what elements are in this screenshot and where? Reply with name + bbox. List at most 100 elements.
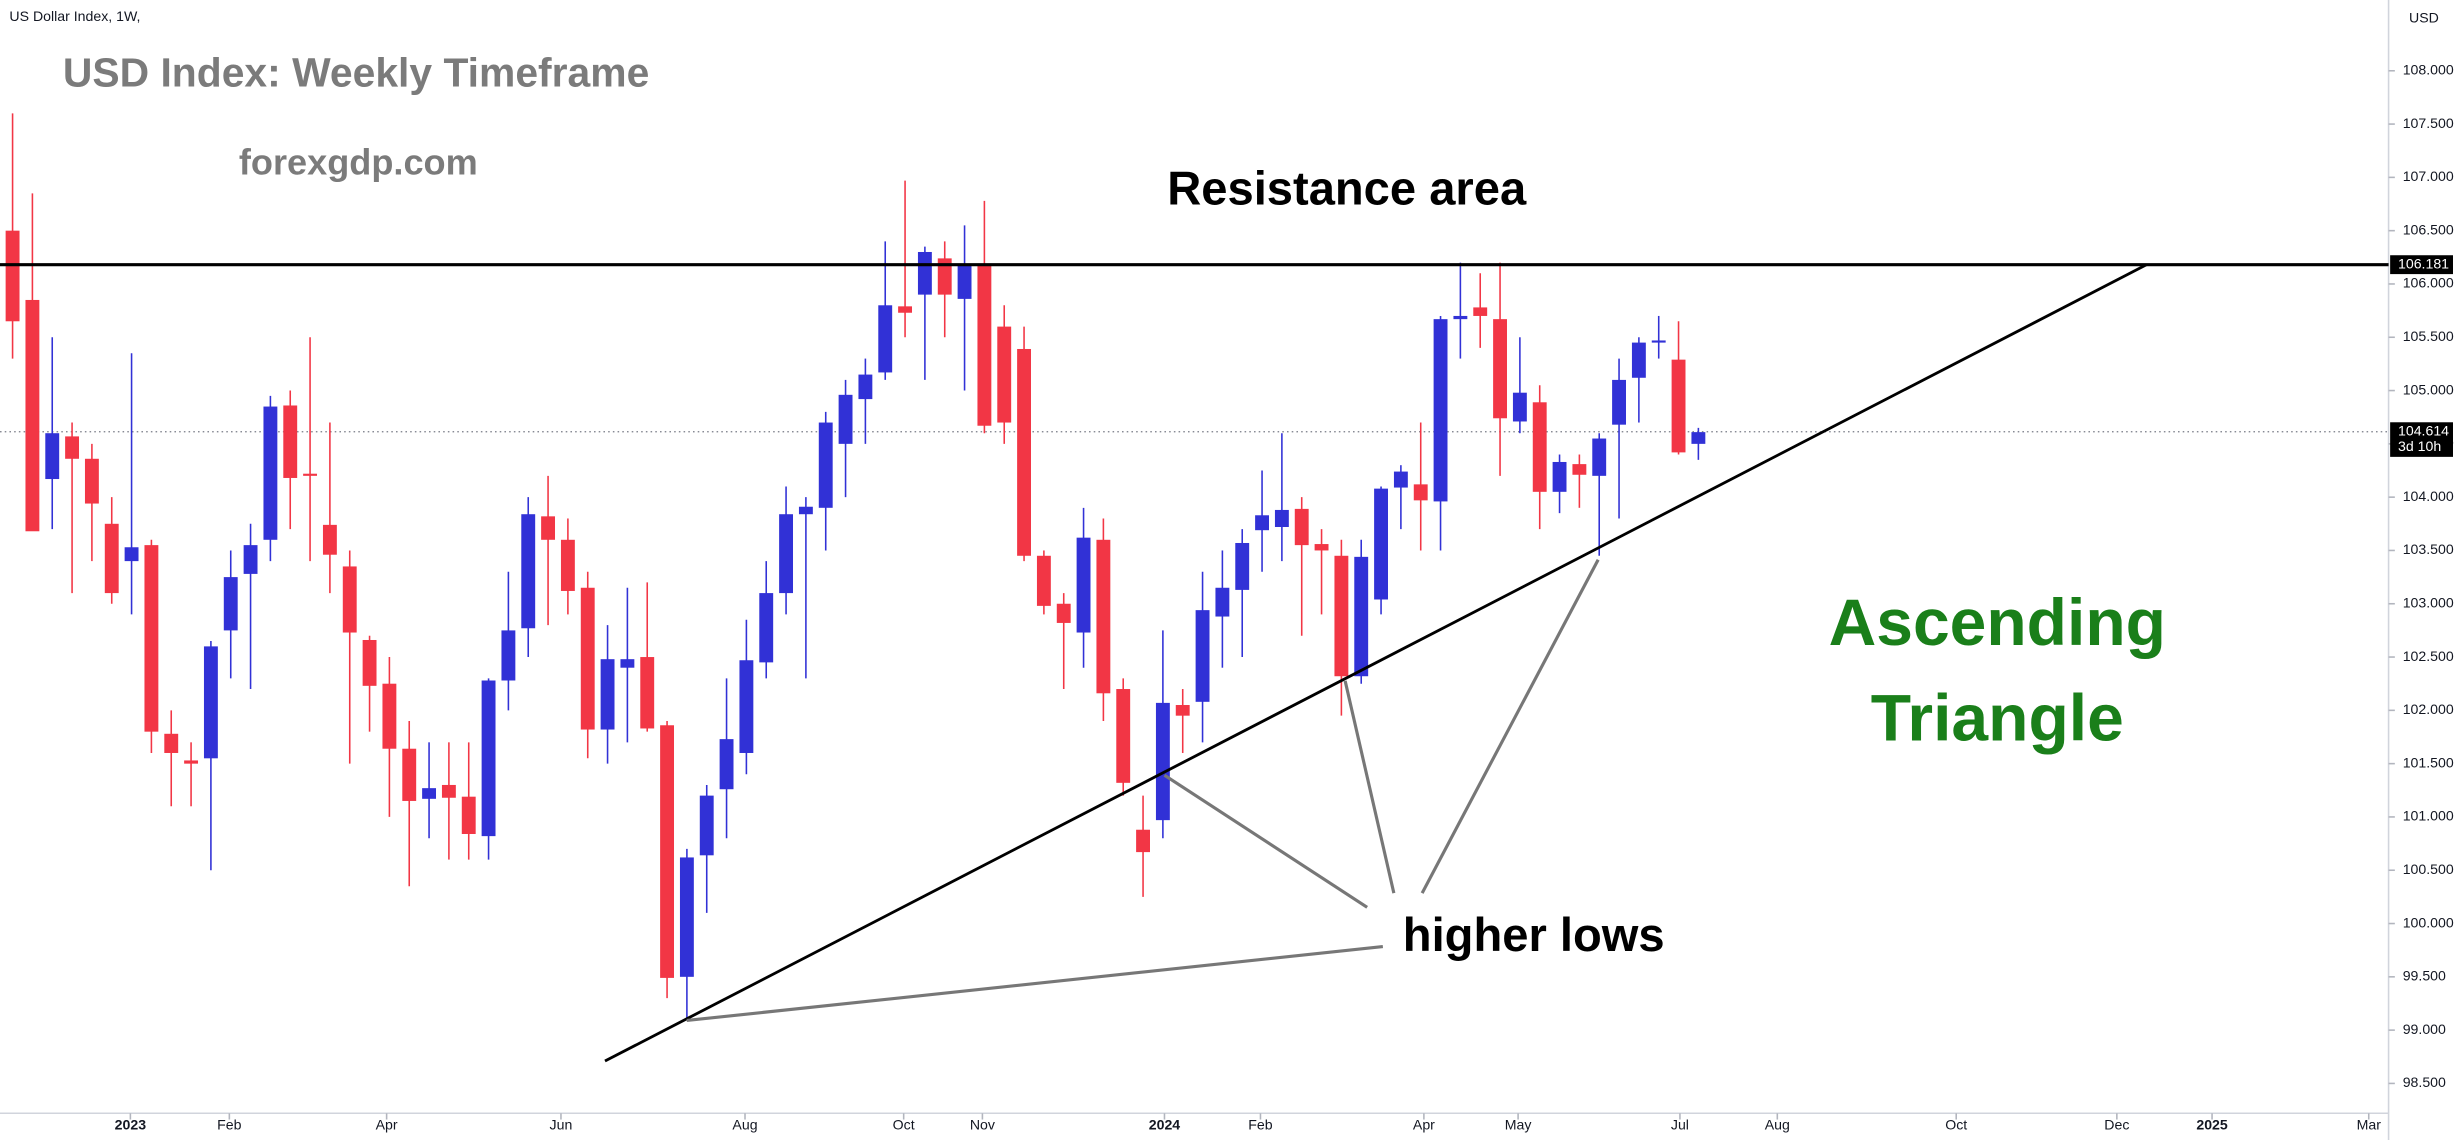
y-tick-label: 100.000 (2403, 914, 2454, 930)
candle-body (1255, 515, 1269, 531)
candle-body (124, 547, 139, 562)
candle-body (957, 264, 972, 299)
candle-body (1274, 509, 1289, 528)
candle-body (917, 251, 932, 295)
candle-body (997, 326, 1012, 423)
candle-body (521, 514, 536, 629)
y-tick-label: 108.000 (2403, 62, 2454, 78)
resistance-price-box (2390, 255, 2453, 275)
candle-body (1493, 319, 1507, 419)
trendline (604, 263, 2148, 1063)
pattern-annotation: Ascending (1829, 585, 2166, 659)
candle-body (620, 659, 635, 668)
y-tick-label: 105.500 (2403, 328, 2454, 344)
x-tick-label: May (1505, 1117, 1533, 1133)
candle-body (1433, 319, 1448, 502)
candle-body (45, 433, 60, 480)
x-tick-label: Apr (1413, 1117, 1435, 1133)
candle-body (1116, 689, 1131, 783)
x-tick-label: Oct (893, 1117, 915, 1133)
x-tick-label: 2025 (2196, 1117, 2228, 1133)
pointer-lines (686, 559, 1600, 1023)
candle-body (898, 306, 913, 313)
candle-body (1215, 587, 1230, 617)
candle-body (144, 545, 159, 732)
x-tick-label: Apr (376, 1117, 398, 1133)
candle-body (1136, 829, 1150, 853)
candle-body (1076, 537, 1091, 633)
candle-body (1056, 603, 1071, 623)
candle-body (1017, 348, 1032, 556)
candle-body (699, 795, 714, 856)
candle-body (1532, 402, 1547, 492)
pointer-line (1343, 680, 1396, 894)
candle-body (184, 760, 199, 764)
candle-body (977, 264, 992, 426)
y-tick-label: 101.000 (2403, 808, 2454, 824)
last-price-box (2390, 422, 2453, 457)
candle-body (501, 630, 516, 681)
x-tick-label: Jun (550, 1117, 573, 1133)
candle-body (25, 299, 40, 532)
candle-body (342, 566, 357, 633)
candle-body (1096, 539, 1111, 694)
resistance-price-label: 106.181 (2398, 255, 2449, 271)
candle-body (243, 545, 258, 574)
candle-body (1175, 705, 1190, 716)
candle-body (1155, 702, 1170, 821)
x-tick-label: Feb (1248, 1117, 1272, 1133)
candle-body (1453, 315, 1468, 320)
countdown-label: 3d 10h (2398, 438, 2441, 454)
candle-body (759, 593, 774, 663)
currency-label: USD (2409, 10, 2439, 26)
y-tick-label: 106.500 (2403, 221, 2454, 237)
y-tick-label: 98.500 (2403, 1074, 2446, 1090)
x-tick-label: 2024 (1149, 1117, 1181, 1133)
y-tick-label: 102.000 (2403, 701, 2454, 717)
candle-body (679, 857, 694, 977)
y-tick-label: 100.500 (2403, 861, 2454, 877)
y-tick-label: 99.500 (2403, 968, 2446, 984)
y-tick-label: 101.500 (2403, 754, 2454, 770)
candle-body (1195, 610, 1210, 702)
candle-body (1612, 379, 1626, 425)
candle-body (322, 524, 337, 555)
candle-body (798, 506, 813, 515)
candle-body (283, 405, 298, 478)
resistance-annotation: Resistance area (1167, 161, 1527, 214)
lows-annotation: higher lows (1403, 908, 1665, 961)
candle-body (382, 683, 397, 749)
candle-body (580, 587, 595, 730)
candle-body (878, 305, 893, 373)
candle-body (223, 577, 238, 631)
x-tick-label: Mar (2357, 1117, 2382, 1133)
candle-body (739, 660, 754, 753)
y-tick-label: 104.000 (2403, 488, 2454, 504)
candle-body (263, 406, 278, 540)
candle-body (640, 657, 655, 729)
candle-body (1651, 340, 1666, 343)
x-tick-label: Nov (970, 1117, 996, 1133)
y-tick-label: 107.500 (2403, 115, 2454, 131)
candle-body (1334, 555, 1349, 677)
pointer-line (1163, 773, 1369, 909)
symbol-label: US Dollar Index, 1W, (9, 8, 140, 24)
candle-body (1552, 461, 1567, 492)
y-tick-label: 106.000 (2403, 275, 2454, 291)
candle-body (441, 784, 456, 798)
candle-body (541, 516, 556, 540)
y-tick-label: 107.000 (2403, 168, 2454, 184)
candle-body (660, 725, 675, 978)
candle-body (858, 374, 873, 400)
candle-body (65, 436, 80, 459)
candle-body (560, 539, 575, 591)
candle-body (838, 394, 853, 444)
candle-body (1572, 464, 1587, 475)
candle-body (1691, 432, 1706, 444)
candle-body (84, 458, 99, 504)
candle-body (779, 514, 794, 594)
candle-body (461, 796, 476, 834)
y-tick-label: 105.000 (2403, 381, 2454, 397)
